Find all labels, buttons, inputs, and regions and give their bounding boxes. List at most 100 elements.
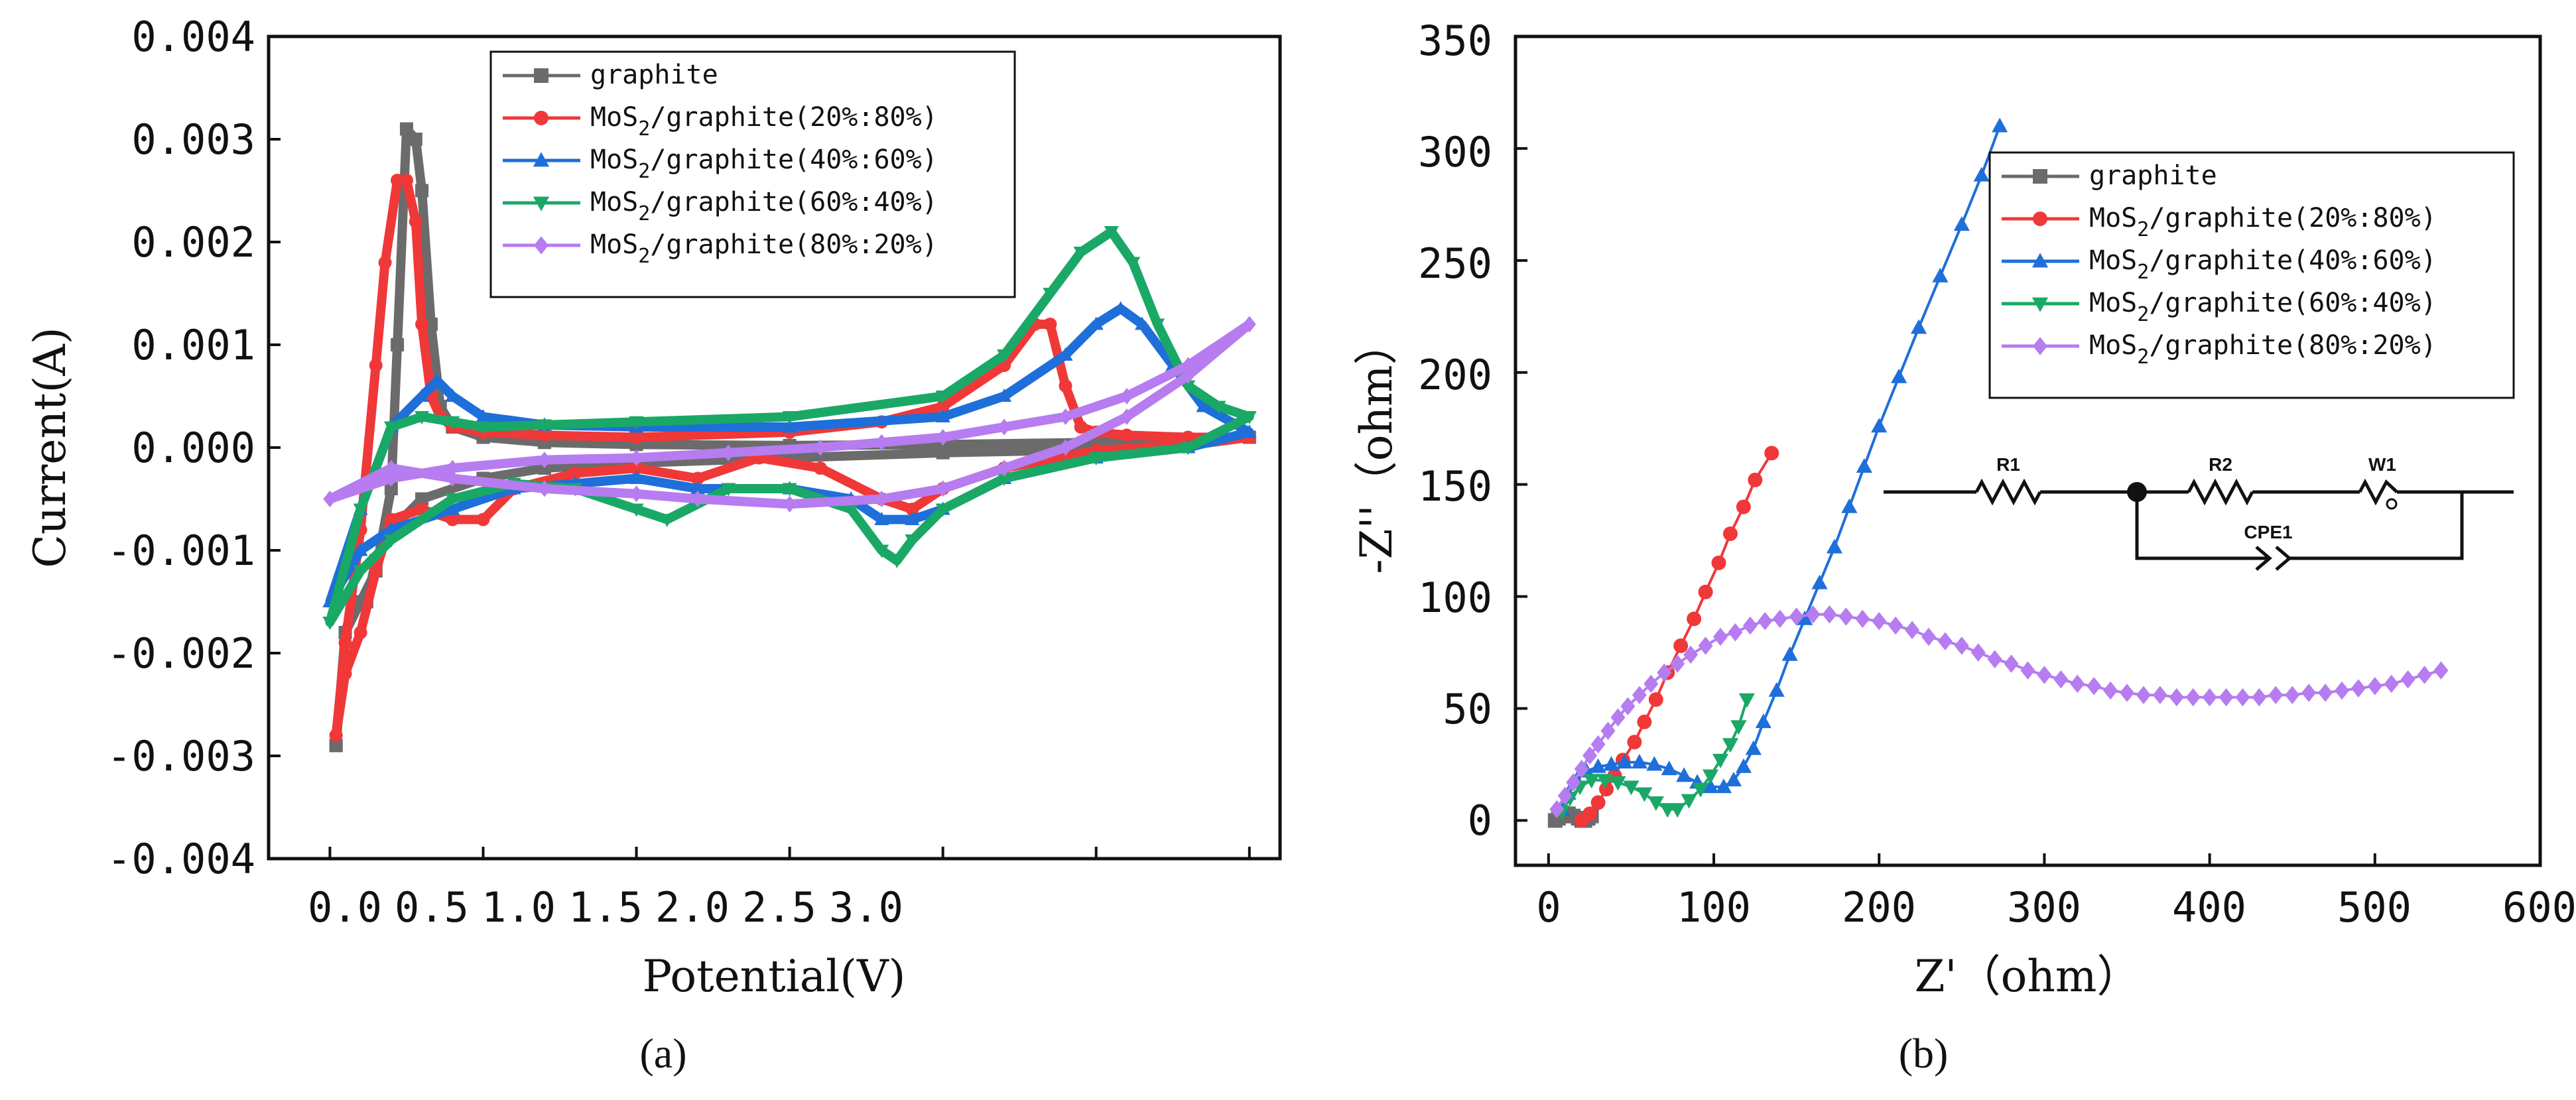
cv-data-point xyxy=(722,444,736,461)
eis-data-point xyxy=(2417,666,2432,684)
cv-y-tick-label: -0.001 xyxy=(107,526,255,575)
eis-legend-entry: MoS2/graphite(40%:60%) xyxy=(2002,245,2437,284)
eis-data-point xyxy=(1954,637,1969,655)
cv-data-point xyxy=(430,373,445,387)
cv-data-point xyxy=(415,389,430,402)
eis-data-point xyxy=(2433,661,2449,680)
eis-data-point xyxy=(1637,714,1652,729)
cv-legend-swatch-marker xyxy=(534,236,548,255)
cv-data-point xyxy=(415,492,429,506)
cv-y-tick-label: -0.002 xyxy=(107,629,255,678)
eis-data-point xyxy=(1742,616,1758,635)
eis-legend-label: MoS2/graphite(80%:20%) xyxy=(2089,330,2437,369)
eis-data-point xyxy=(1937,632,1953,650)
cv-y-tick-label: 0.000 xyxy=(131,424,255,472)
cv-data-point xyxy=(782,483,797,497)
cv-data-point xyxy=(813,461,827,475)
cv-data-point xyxy=(445,389,460,402)
cv-legend-entry: graphite xyxy=(503,60,718,90)
eis-data-point xyxy=(1582,806,1598,822)
warburg-open-marker xyxy=(2386,498,2398,510)
eis-x-tick-label: 100 xyxy=(1677,883,1751,932)
eis-data-point xyxy=(1781,646,1798,661)
eis-data-point xyxy=(1736,499,1751,515)
eis-data-point xyxy=(2318,684,2333,702)
cv-data-point xyxy=(384,459,398,477)
eis-x-tick-label: 0 xyxy=(1536,883,1561,932)
cv-y-tick-labels: 0.004 0.003 0.002 0.001 0.000 -0.001 -0.… xyxy=(107,13,255,883)
cv-data-point xyxy=(935,503,950,517)
eis-data-point xyxy=(1888,616,1903,635)
eis-data-point xyxy=(1687,611,1702,627)
cv-data-point xyxy=(537,428,551,442)
cv-data-point xyxy=(415,318,429,331)
eis-legend-swatch-marker xyxy=(2031,297,2049,312)
cv-data-point xyxy=(568,466,582,480)
cv-data-point xyxy=(905,534,920,548)
eis-x-tick-labels: 0 100 200 300 400 500 600 xyxy=(1536,883,2576,932)
eis-data-point xyxy=(1636,787,1653,802)
eis-data-point xyxy=(1600,721,1616,741)
circuit-node xyxy=(2127,482,2147,502)
cv-x-tick-label: 2.5 xyxy=(742,883,816,932)
eis-legend-entry: MoS2/graphite(80%:20%) xyxy=(2002,330,2437,369)
cv-data-point xyxy=(905,503,919,516)
cv-legend-entry: MoS2/graphite(40%:60%) xyxy=(503,145,938,183)
eis-data-point xyxy=(1566,773,1581,792)
eis-y-tick-label: 300 xyxy=(1418,128,1492,176)
cv-data-point xyxy=(399,122,413,136)
eis-data-point xyxy=(1683,645,1699,664)
cv-data-point xyxy=(537,480,551,497)
cv-legend-label: graphite xyxy=(590,60,718,90)
eis-data-point xyxy=(2252,688,2267,707)
eis-data-point xyxy=(1620,697,1636,715)
cv-data-point xyxy=(629,430,643,444)
cv-y-tick-label: 0.002 xyxy=(131,218,255,267)
eis-data-point xyxy=(1811,574,1828,589)
cv-data-point xyxy=(874,512,889,525)
eis-data-point xyxy=(2120,684,2135,702)
eis-data-point xyxy=(2185,688,2201,707)
circuit-wire xyxy=(2135,492,2270,560)
eis-data-point xyxy=(2384,674,2399,694)
eis-series-4 xyxy=(1553,693,1755,820)
eis-tick-marks xyxy=(1515,35,2542,865)
cv-legend-label: MoS2/graphite(40%:60%) xyxy=(590,145,938,183)
cv-data-point xyxy=(1150,318,1165,332)
cv-data-point xyxy=(446,459,460,477)
eis-data-point xyxy=(1772,609,1787,629)
eis-x-tick-label: 600 xyxy=(2502,883,2576,932)
cv-data-point xyxy=(997,349,1012,363)
eis-data-point xyxy=(1661,761,1677,776)
eis-data-point xyxy=(1921,627,1936,646)
eis-data-point xyxy=(2301,684,2317,702)
cv-data-point xyxy=(1088,452,1104,465)
eis-x-tick-label: 500 xyxy=(2337,883,2412,932)
cv-data-point xyxy=(690,481,705,495)
eis-data-point xyxy=(1987,650,2002,668)
eis-chart-panel: 0 50 100 150 200 250 300 350 0 100 200 3… xyxy=(1351,17,2576,1077)
eis-legend-swatch-marker xyxy=(2033,212,2047,226)
eis-data-point xyxy=(1992,117,2008,133)
eis-data-point xyxy=(1764,446,1779,461)
cv-data-point xyxy=(813,439,827,456)
eis-data-point xyxy=(1796,610,1813,625)
cv-data-point xyxy=(537,452,551,469)
cv-data-point xyxy=(476,409,491,422)
eis-data-point xyxy=(1676,767,1693,782)
eis-data-point xyxy=(1632,686,1647,704)
cv-data-point xyxy=(1242,411,1257,424)
cv-data-point xyxy=(1181,367,1195,384)
cv-series-5 xyxy=(323,316,1256,513)
eis-data-point xyxy=(1631,753,1647,768)
cv-x-tick-label: 0.0 xyxy=(308,883,382,932)
cv-data-point xyxy=(445,416,460,430)
cv-data-point xyxy=(1088,316,1104,330)
eis-data-point xyxy=(1712,753,1729,768)
eis-data-point xyxy=(1603,756,1620,771)
eis-data-point xyxy=(1648,692,1663,707)
cv-chart-panel: 0.004 0.003 0.002 0.001 0.000 -0.001 -0.… xyxy=(25,13,1282,1077)
eis-legend-box xyxy=(1988,151,2515,399)
eis-legend-swatch-marker xyxy=(2031,253,2049,268)
